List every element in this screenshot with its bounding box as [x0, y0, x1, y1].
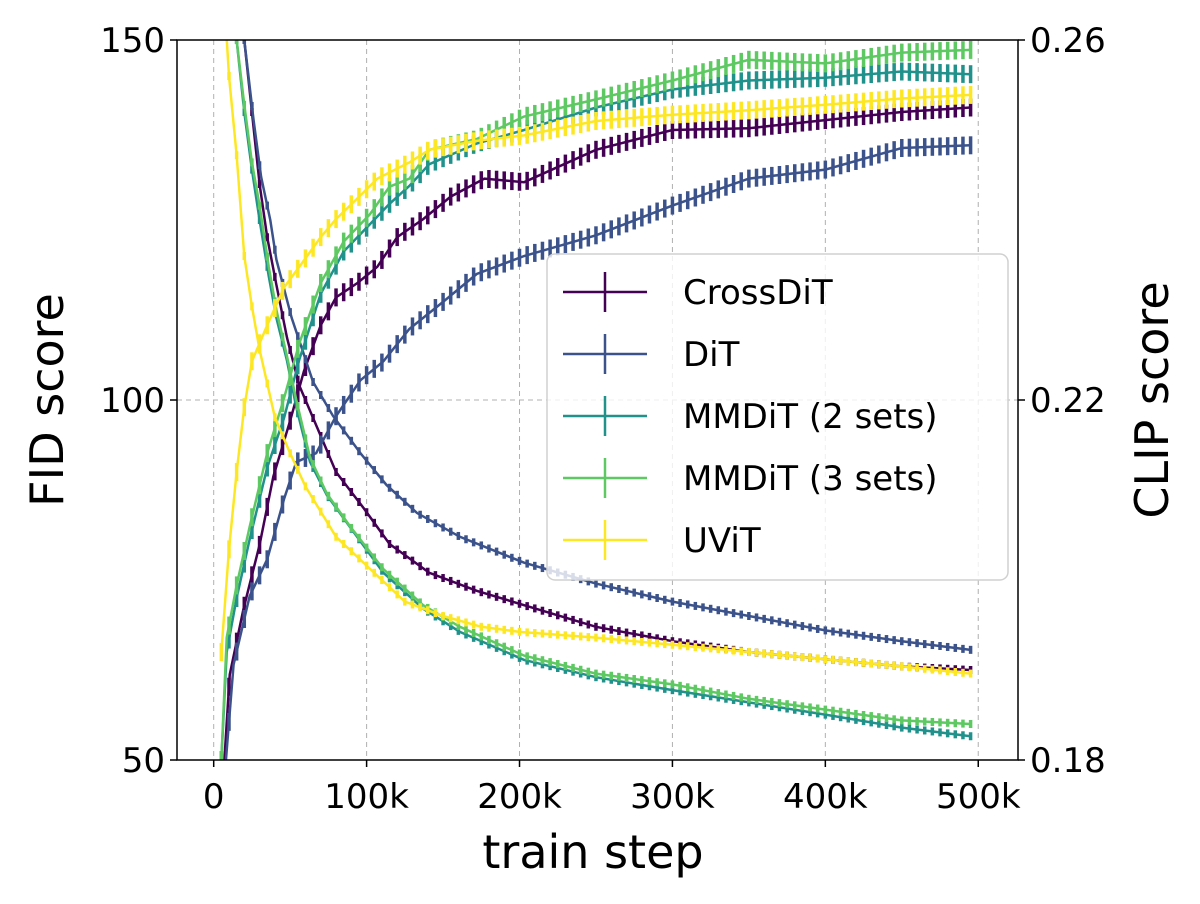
y-left-tick-label: 100: [100, 381, 165, 421]
legend-box: [546, 253, 1009, 581]
x-tick-label: 300k: [630, 777, 715, 817]
legend-label: MMDiT (3 sets): [683, 459, 938, 499]
x-tick-label: 100k: [324, 777, 409, 817]
y-right-axis-label: CLIP score: [1125, 281, 1179, 518]
y-right-tick-label: 0.26: [1030, 21, 1106, 61]
legend-label: DiT: [683, 335, 740, 375]
y-right-tick-label: 0.18: [1030, 741, 1106, 781]
legend-label: UViT: [683, 521, 761, 561]
series-layer: [219, 40, 973, 760]
x-tick-label: 200k: [477, 777, 562, 817]
y-left-tick-label: 50: [122, 741, 165, 781]
x-tick-label: 0: [203, 777, 225, 817]
legend-label: MMDiT (2 sets): [683, 397, 938, 437]
y-left-axis-label: FID score: [20, 293, 74, 507]
x-tick-label: 500k: [936, 777, 1021, 817]
x-axis-label: train step: [482, 825, 703, 879]
y-right-tick-label: 0.22: [1030, 381, 1106, 421]
legend-label: CrossDiT: [683, 273, 833, 313]
y-left-tick-label: 150: [100, 21, 165, 61]
legend: CrossDiT DiT MMDiT (2 sets) MMDiT (3 sets) U…: [546, 253, 1009, 581]
x-tick-label: 400k: [783, 777, 868, 817]
ticks: 0 100k 200k 300k 400k 500k 50 100 150 0.18 0.22 0.2…: [100, 21, 1106, 817]
